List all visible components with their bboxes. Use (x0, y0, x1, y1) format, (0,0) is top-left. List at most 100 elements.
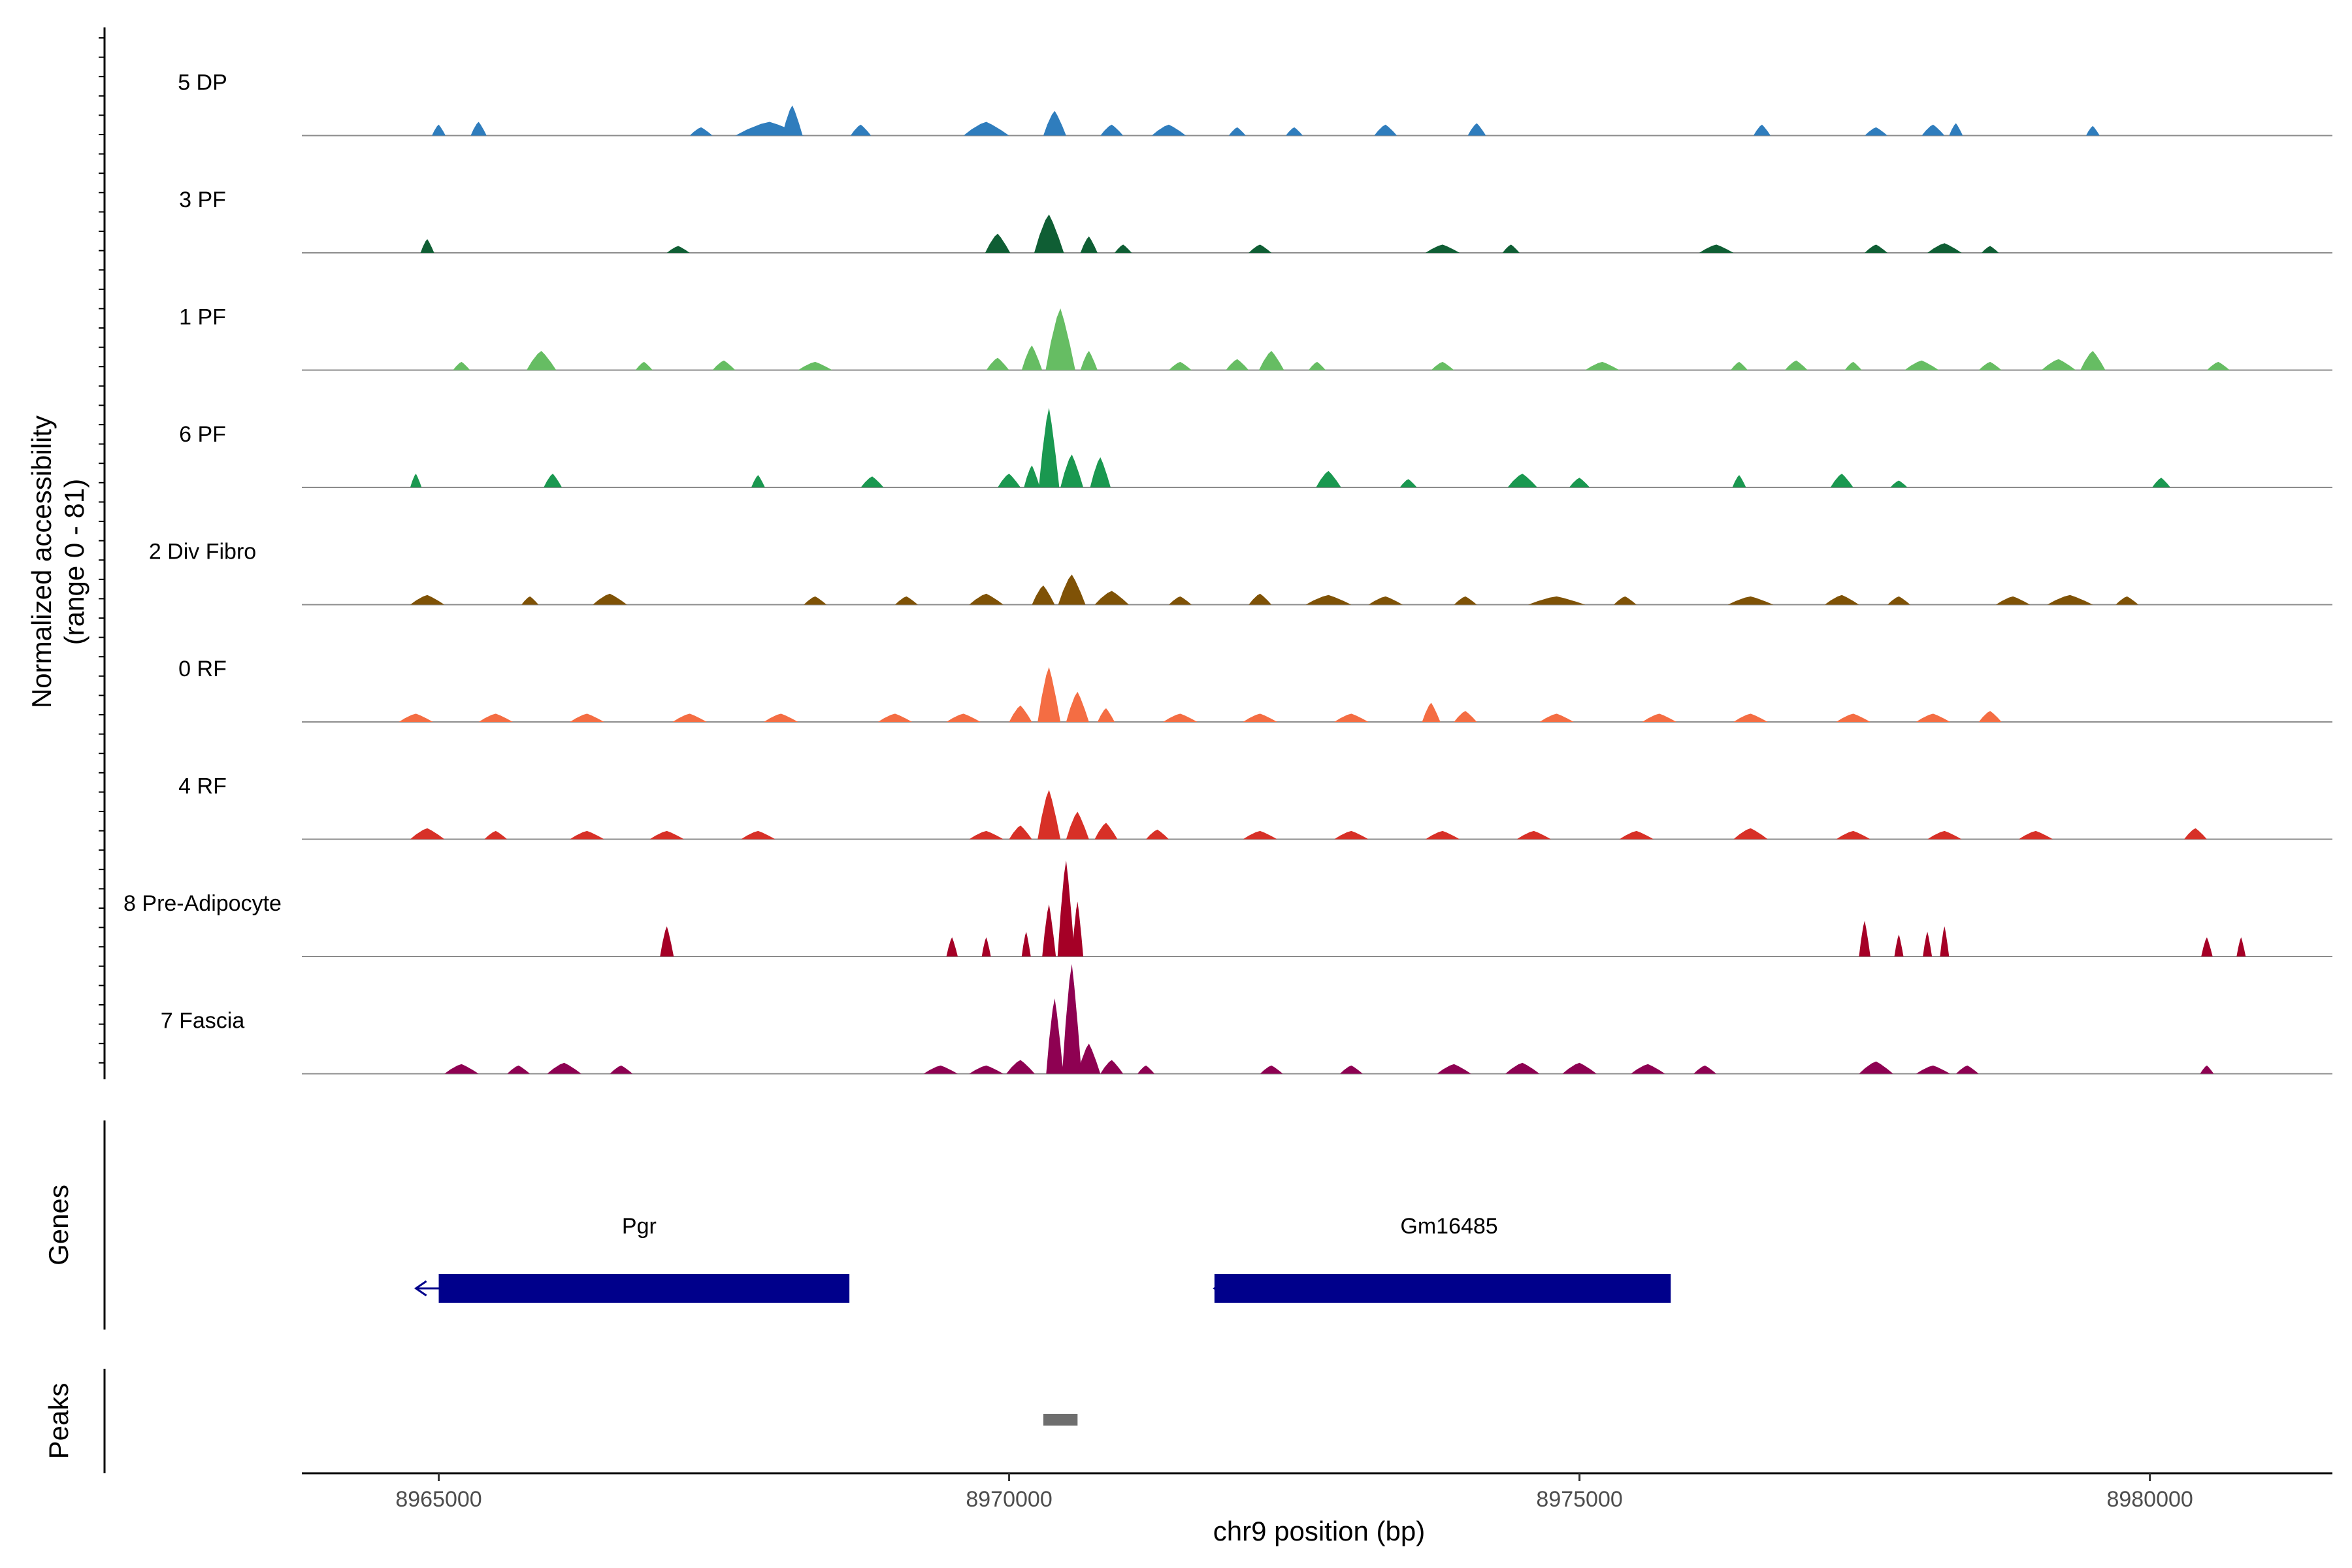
coverage-peak (1562, 1062, 1597, 1074)
coverage-peak (1753, 124, 1771, 136)
coverage-peak (410, 828, 445, 840)
y-axis-title-line2: (range 0 - 81) (59, 479, 90, 645)
coverage-peak (1094, 591, 1129, 605)
coverage-peak (877, 713, 913, 722)
peaks-track-label: Peaks (43, 1383, 74, 1460)
coverage-peak (1955, 1065, 1979, 1074)
coverage-peak (2080, 351, 2106, 370)
coverage-peak (2236, 937, 2246, 956)
coverage-peak (470, 122, 487, 136)
coverage-peak (1916, 713, 1951, 722)
track-2: 3 PF (179, 188, 2332, 253)
x-tick-label: 8980000 (2106, 1487, 2193, 1512)
coverage-peak (1043, 110, 1066, 136)
coverage-peak (1249, 593, 1272, 605)
coverage-peak (1006, 1060, 1035, 1074)
coverage-peak (1146, 829, 1169, 840)
coverage-peak (1228, 127, 1246, 136)
gene-label: Gm16485 (1400, 1214, 1497, 1239)
coverage-peak (963, 122, 1009, 136)
coverage-peak (1585, 361, 1620, 370)
coverage-peak (1037, 667, 1061, 722)
coverage-peak (399, 713, 433, 722)
coverage-peak (782, 105, 803, 136)
coverage-peak (1057, 860, 1075, 956)
coverage-peak (1249, 244, 1272, 253)
coverage-peak (1066, 691, 1089, 722)
coverage-peak (410, 595, 445, 605)
coverage-peak (1431, 361, 1454, 370)
coverage-peak (1836, 713, 1870, 722)
coverage-peak (1308, 361, 1326, 370)
coverage-peak (2085, 125, 2100, 136)
gene-label: Pgr (622, 1214, 657, 1239)
coverage-peak (1046, 998, 1064, 1074)
coverage-peak (1045, 308, 1075, 370)
coverage-peak (1374, 124, 1397, 136)
coverage-peak (1927, 830, 1962, 840)
coverage-peak (1021, 932, 1031, 956)
coverage-peak (1642, 713, 1677, 722)
coverage-peak (1260, 1065, 1283, 1074)
coverage-peak (1038, 408, 1060, 487)
coverage-peak (1982, 246, 1999, 253)
coverage-peak (1032, 585, 1055, 605)
coverage-peak (444, 1064, 479, 1074)
coverage-peak (1784, 360, 1808, 370)
coverage-peak (1859, 921, 1870, 956)
coverage-peak (1169, 361, 1192, 370)
coverage-peak (1923, 932, 1933, 956)
track-4: 6 PF (179, 408, 2332, 488)
x-tick-label: 8975000 (1536, 1487, 1622, 1512)
track-label: 1 PF (179, 305, 226, 330)
track-5: 2 Div Fibro (149, 540, 2332, 606)
coverage-peak (1042, 904, 1056, 956)
coverage-peak (1425, 244, 1460, 253)
coverage-peak (1619, 830, 1654, 840)
y-axis-title-line1: Normalized accessibility (26, 416, 57, 708)
coverage-peak (1732, 475, 1746, 487)
coverage-peak (635, 361, 653, 370)
coverage-peak (1507, 474, 1537, 487)
track-1: 5 DP (178, 71, 2332, 137)
coverage-peak (1454, 596, 1477, 605)
coverage-peak (1339, 1065, 1363, 1074)
strand-arrow (414, 1280, 427, 1297)
coverage-peak (1693, 1065, 1717, 1074)
coverage-peak (946, 713, 981, 722)
track-label: 5 DP (178, 71, 227, 95)
coverage-peak (1258, 351, 1284, 370)
coverage-peak (1151, 124, 1186, 136)
coverage-peak (969, 830, 1004, 840)
tracks-layer: 5 DP 3 PF 1 PF 6 PF 2 Div Fibro 0 RF 4 RF 8 Pre… (123, 71, 2332, 1075)
coverage-peak (1071, 902, 1084, 956)
coverage-peak (1399, 479, 1417, 487)
track-6: 0 RF (178, 657, 2332, 723)
coverage-peak (420, 239, 434, 253)
track-3: 1 PF (179, 305, 2332, 371)
coverage-peak (923, 1065, 958, 1074)
coverage-peak (1528, 596, 1586, 605)
coverage-peak (1115, 244, 1132, 253)
coverage-peak (2152, 478, 2171, 487)
coverage-peak (894, 596, 918, 605)
coverage-peak (1169, 596, 1192, 605)
coverage-peak (1316, 470, 1341, 487)
coverage-peak (1024, 465, 1040, 487)
coverage-peak (1730, 361, 1748, 370)
gene-body (1214, 1274, 1671, 1303)
coverage-peak (1009, 705, 1032, 722)
coverage-peak (741, 830, 776, 840)
coverage-peak (1927, 243, 1962, 253)
x-tick-label: 8970000 (966, 1487, 1052, 1512)
strand-arrow (1213, 1280, 1226, 1297)
coverage-peak (610, 1065, 633, 1074)
coverage-peak (1368, 596, 1403, 605)
x-tick-label: 8965000 (395, 1487, 482, 1512)
coverage-peak (1062, 964, 1082, 1074)
coverage-peak (1887, 596, 1910, 605)
track-label: 7 Fascia (161, 1009, 245, 1034)
coverage-peak (1613, 596, 1637, 605)
coverage-peak (1437, 1064, 1471, 1074)
